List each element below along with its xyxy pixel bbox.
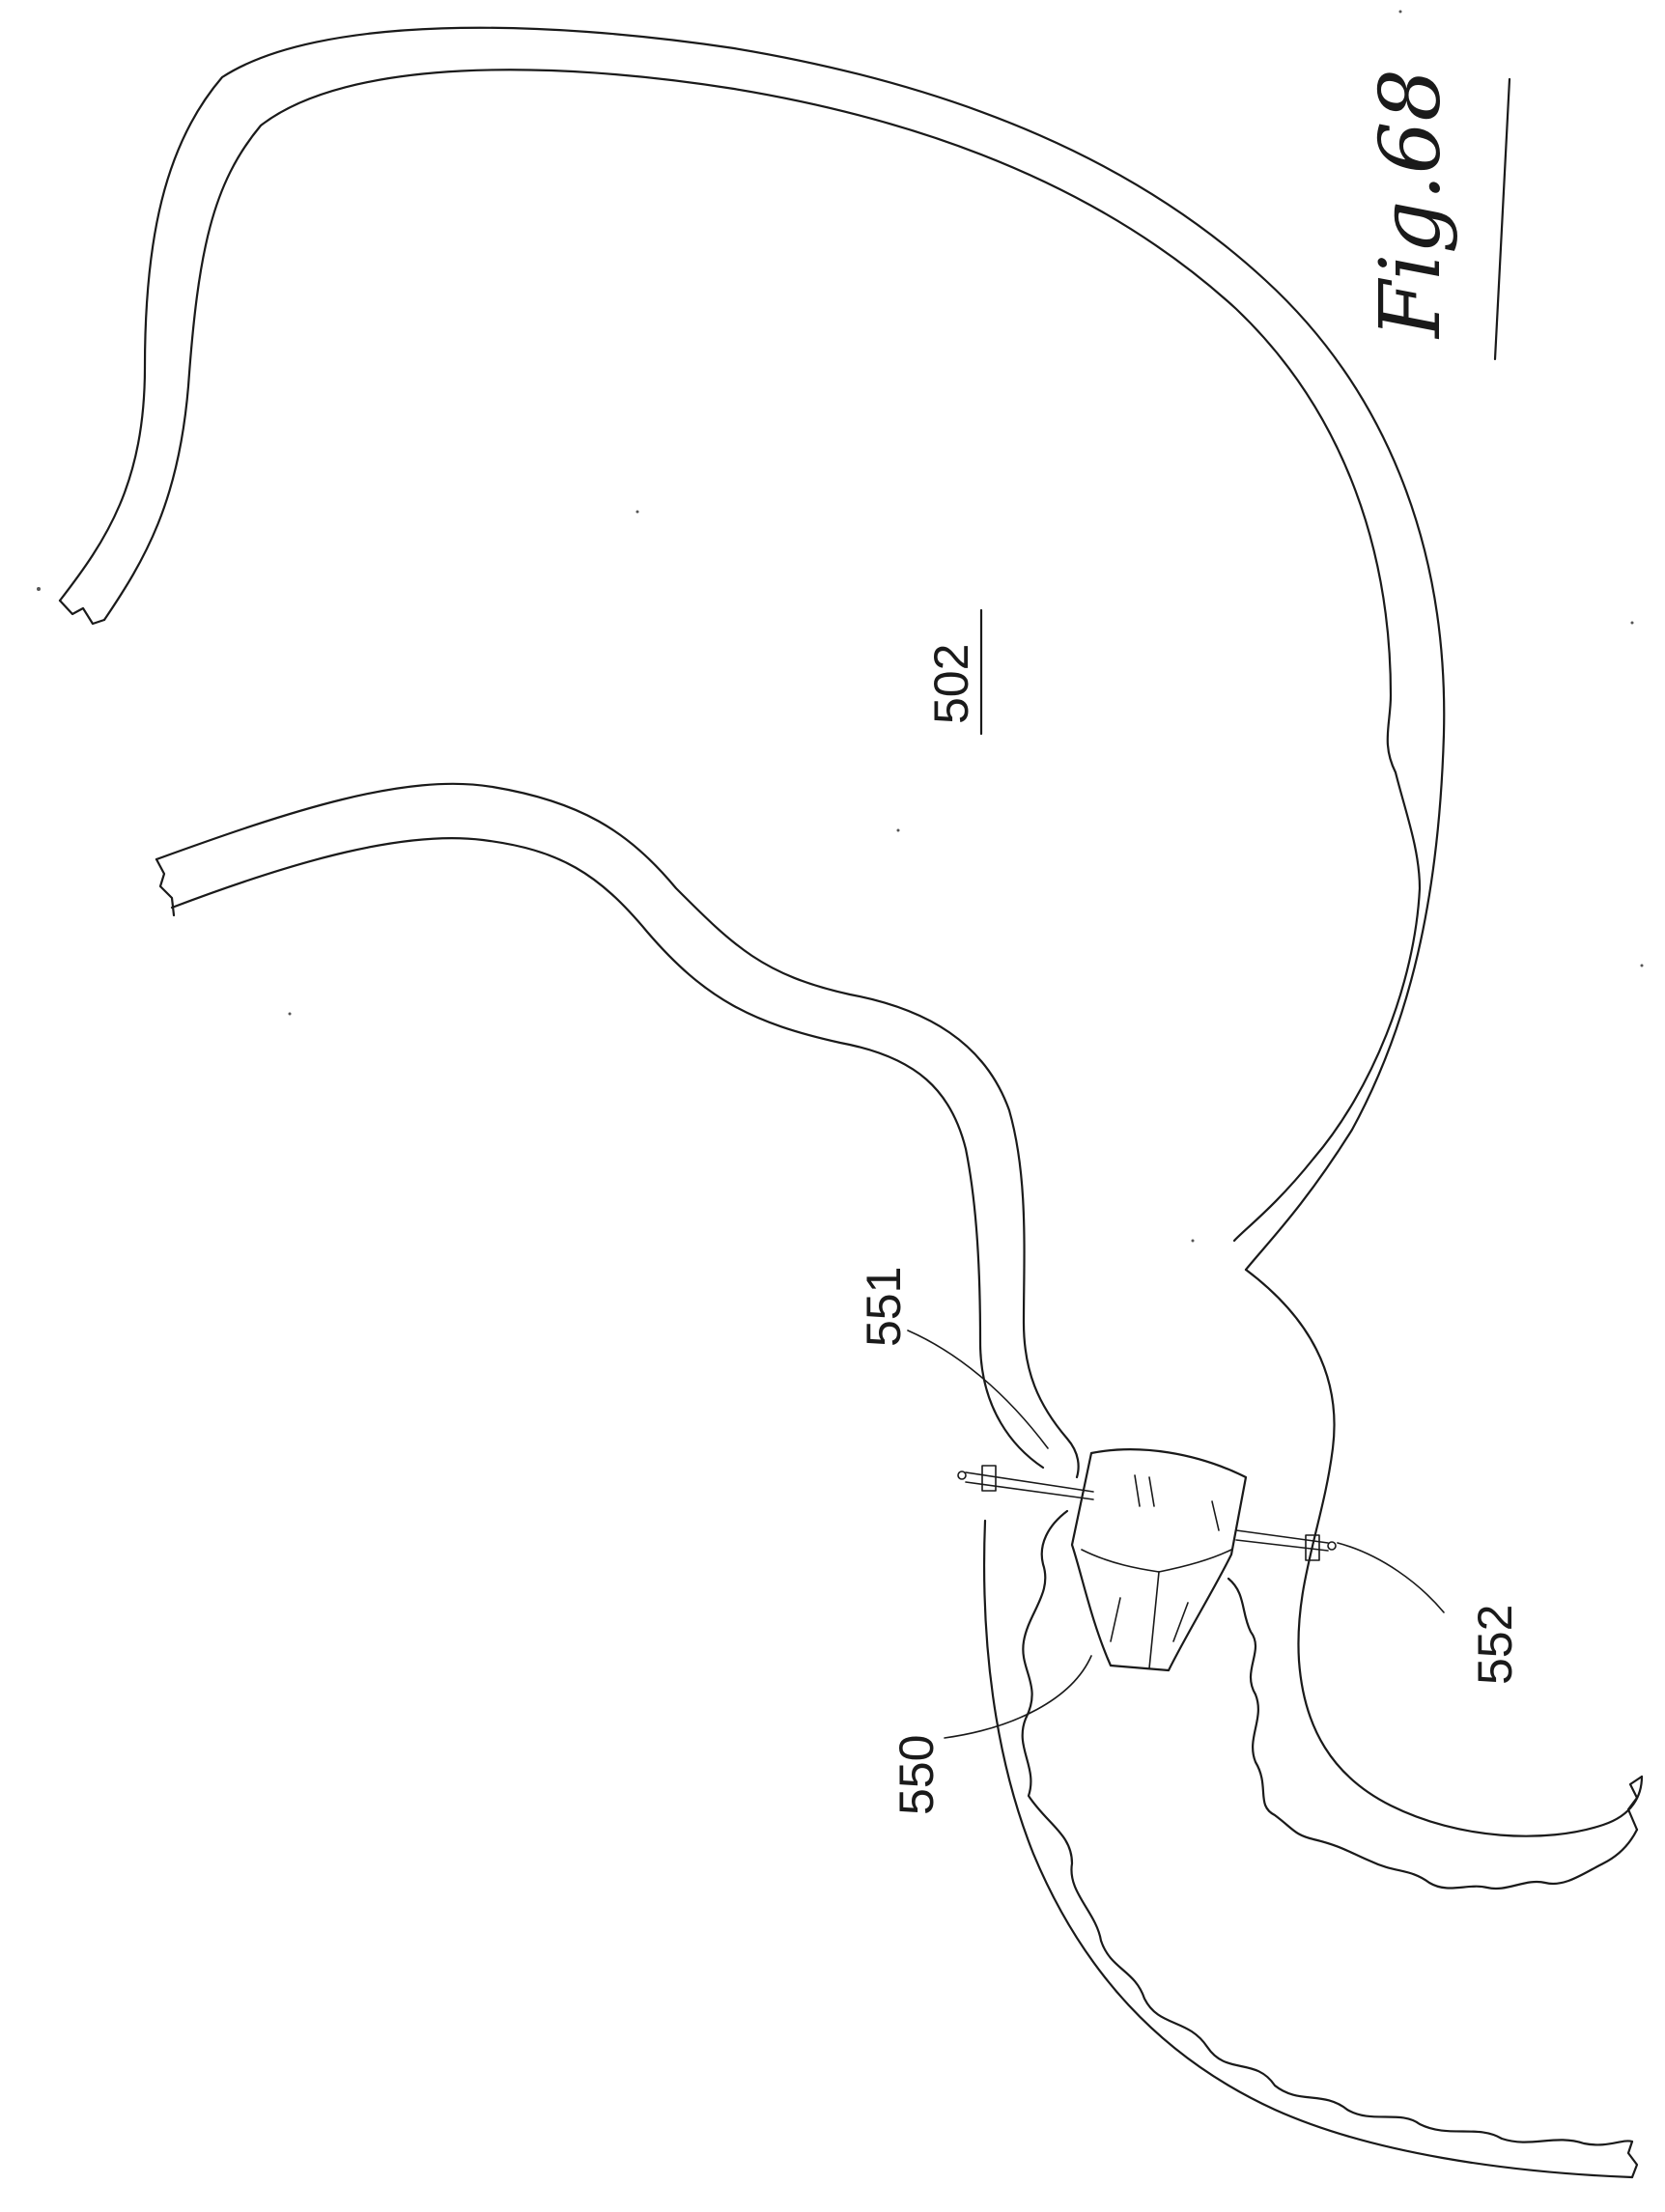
anchor-tip-lower xyxy=(1328,1542,1336,1550)
leader-line-552 xyxy=(1338,1543,1444,1612)
device-fold-line-8 xyxy=(1173,1603,1188,1641)
anchor-fastener-upper xyxy=(982,1466,996,1491)
leader-line-550 xyxy=(945,1656,1091,1738)
device-fold-line-5 xyxy=(1149,1477,1154,1506)
anchor-tip-upper xyxy=(958,1471,966,1479)
device-fold-line-4 xyxy=(1135,1475,1140,1506)
numeral-552: 552 xyxy=(1468,1605,1522,1685)
figure-label: Fig.68 xyxy=(1363,69,1459,340)
stomach-inner-wall xyxy=(104,70,1420,1241)
numeral-502: 502 xyxy=(924,644,978,724)
anchor-551 xyxy=(958,1466,1093,1499)
esophagus-cut-edge xyxy=(60,601,104,624)
figure-label-underline xyxy=(1495,79,1510,359)
leader-line-551 xyxy=(908,1330,1048,1448)
device-body xyxy=(1072,1449,1246,1670)
pylorus-inner-wavy-wall xyxy=(1228,1579,1637,1889)
numeral-551: 551 xyxy=(857,1267,911,1347)
device-fold-line-1 xyxy=(1082,1550,1159,1572)
device-fold-line-3 xyxy=(1149,1572,1159,1668)
device-fold-line-6 xyxy=(1212,1501,1219,1530)
device-fold-line-7 xyxy=(1111,1598,1120,1641)
duodenum-cut-edge xyxy=(1628,2142,1637,2177)
lesser-curvature-inner xyxy=(172,838,1043,1468)
antrum-inner-wavy-wall xyxy=(1023,1511,1632,2144)
device-fold-line-2 xyxy=(1159,1550,1231,1572)
device-550 xyxy=(1072,1449,1246,1670)
anchor-rod-upper xyxy=(966,1472,1093,1492)
anchor-552 xyxy=(1236,1530,1336,1560)
lesser-curvature-outer xyxy=(156,784,1079,1477)
numeral-550: 550 xyxy=(889,1735,944,1815)
stomach-outer-wall xyxy=(60,28,1444,1270)
antrum-outer-wall xyxy=(984,1521,1632,2177)
